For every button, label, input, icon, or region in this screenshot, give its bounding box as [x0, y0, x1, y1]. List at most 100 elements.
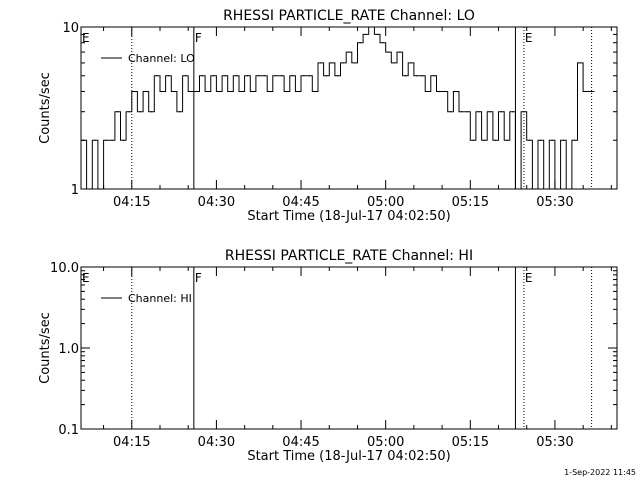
data-point [568, 188, 570, 190]
x-tick-label: 05:00 [367, 435, 404, 450]
data-point [517, 188, 519, 190]
data-point [117, 111, 119, 113]
x-tick-label: 04:30 [198, 195, 235, 210]
series-1 [81, 26, 595, 190]
data-point [590, 90, 593, 93]
data-point [297, 90, 299, 93]
data-point [325, 75, 328, 77]
data-point [472, 139, 474, 141]
data-point [478, 111, 480, 113]
data-point [495, 139, 497, 141]
data-point [557, 188, 559, 190]
data-point [342, 62, 344, 64]
data-point [574, 139, 576, 141]
y-tick-label: 1 [71, 183, 79, 198]
data-point [314, 90, 316, 93]
data-point [246, 75, 249, 77]
x-axis-label: Start Time (18-Jul-17 04:02:50) [247, 209, 450, 224]
data-point [449, 111, 452, 113]
data-point [286, 90, 288, 93]
data-point [100, 188, 102, 190]
data-point [150, 111, 153, 113]
x-tick-label: 05:30 [536, 435, 573, 450]
data-point [393, 62, 395, 64]
data-point [382, 42, 384, 44]
data-point [410, 62, 412, 64]
data-point [162, 90, 164, 93]
data-point [461, 111, 463, 113]
data-point [207, 90, 209, 93]
footer-timestamp: 1-Sep-2022 11:45 [564, 468, 636, 477]
y-tick-label: 0.1 [58, 423, 79, 438]
data-point [551, 139, 553, 141]
event-marker-label: E [82, 271, 90, 285]
data-point [167, 75, 170, 77]
data-point [427, 90, 429, 93]
data-point [562, 139, 564, 141]
data-point [511, 111, 514, 113]
data-point [433, 75, 435, 77]
x-tick-label: 04:30 [198, 435, 235, 450]
data-point [528, 139, 531, 141]
x-tick-label: 05:30 [536, 195, 573, 210]
data-point [280, 75, 282, 77]
data-point [173, 90, 175, 93]
data-point [122, 139, 124, 141]
data-point [252, 90, 254, 93]
event-marker-label: E [525, 271, 533, 285]
panel-2: RHESSI PARTICLE_RATE Channel: HI 04:15 04:… [38, 248, 618, 464]
y-tick-label: 10 [62, 21, 79, 36]
data-point [354, 62, 356, 64]
data-point [218, 90, 220, 93]
data-point [196, 90, 198, 93]
event-marker-label: E [525, 31, 533, 45]
data-point [331, 62, 333, 64]
data-point [111, 139, 113, 141]
data-point [483, 139, 485, 141]
data-point [83, 139, 85, 141]
data-point [500, 111, 502, 113]
legend-label: Channel: LO [128, 52, 195, 65]
data-point [201, 75, 203, 77]
data-point [489, 111, 491, 113]
data-point [348, 51, 350, 53]
data-point [466, 111, 469, 113]
data-point [263, 75, 265, 77]
y-axis-label: Counts/sec [38, 72, 53, 144]
data-point [506, 139, 508, 141]
data-point [523, 111, 525, 113]
data-point [370, 26, 373, 28]
data-point [139, 111, 141, 113]
event-marker-label: F [195, 31, 202, 45]
data-point [190, 90, 192, 93]
y-tick-label: 1.0 [58, 342, 79, 357]
data-point [534, 188, 536, 190]
x-tick-label: 05:15 [452, 435, 489, 450]
data-point [376, 33, 378, 36]
data-point [365, 33, 367, 36]
data-point [444, 90, 446, 93]
data-point [184, 75, 186, 77]
chart-title: RHESSI PARTICLE_RATE Channel: LO [223, 8, 475, 24]
data-point [337, 75, 339, 77]
series-line [81, 26, 595, 190]
data-point [133, 90, 136, 93]
data-point [585, 90, 587, 93]
y-tick-label: 10.0 [50, 261, 79, 276]
data-point [235, 75, 237, 77]
data-point [88, 188, 91, 190]
x-tick-label: 04:45 [282, 195, 319, 210]
data-point [269, 90, 271, 93]
event-marker-label: E [82, 31, 90, 45]
data-point [303, 75, 305, 77]
data-point [438, 90, 440, 93]
x-tick-label: 05:15 [452, 195, 489, 210]
data-point [224, 75, 226, 77]
data-point [145, 90, 147, 93]
data-point [399, 51, 401, 53]
data-point [387, 51, 390, 53]
chart-title: RHESSI PARTICLE_RATE Channel: HI [225, 248, 473, 264]
event-marker-label: F [195, 271, 202, 285]
